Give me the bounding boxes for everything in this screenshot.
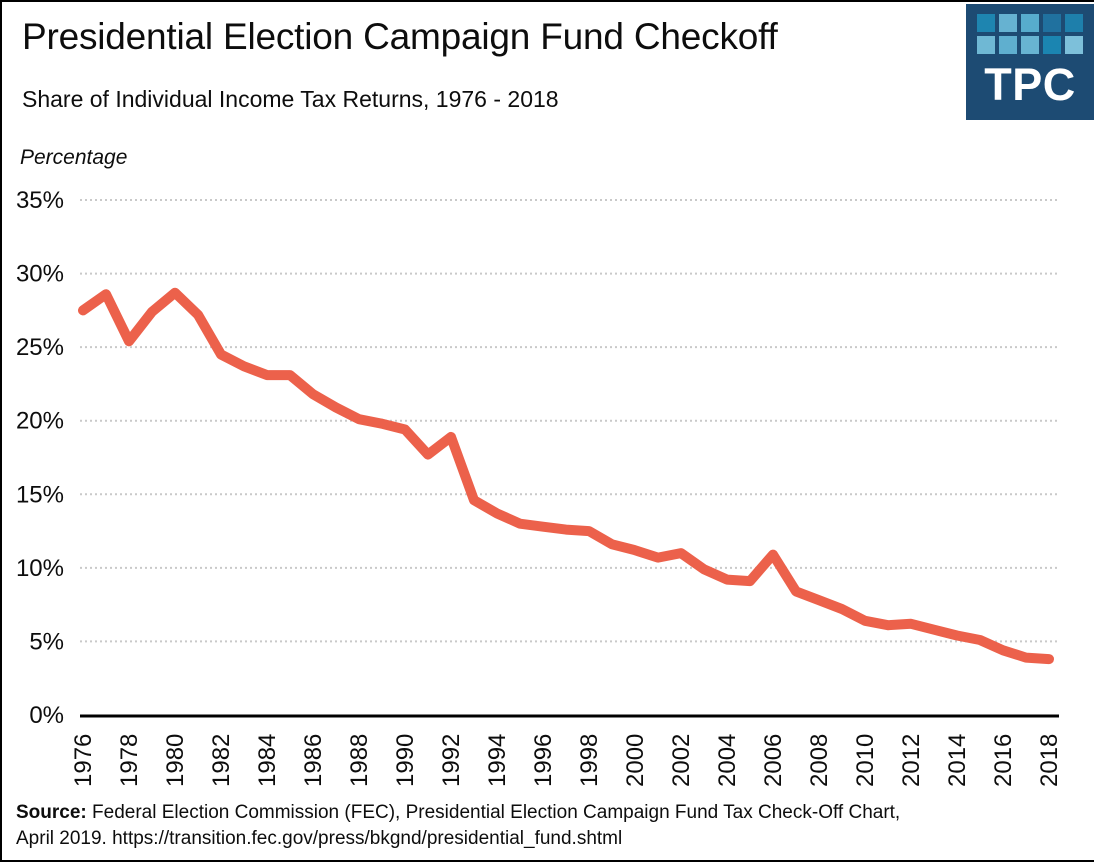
x-tick-label: 1978 [116,734,143,787]
source-note: Source: Federal Election Commission (FEC… [16,800,900,852]
y-axis-title: Percentage [20,146,128,169]
x-tick-label: 1988 [346,734,373,787]
y-tick-label: 0% [29,702,64,729]
x-tick-label: 2006 [760,734,787,787]
x-tick-label: 2008 [806,734,833,787]
y-tick-label: 10% [16,555,64,582]
y-tick-label: 5% [29,628,64,655]
tpc-logo-text: TPC [984,59,1076,110]
x-tick-label: 2010 [852,734,879,787]
x-tick-label: 1994 [484,734,511,787]
y-tick-label: 15% [16,481,64,508]
y-tick-label: 20% [16,408,64,435]
x-tick-label: 1998 [576,734,603,787]
x-tick-label: 2018 [1036,734,1063,787]
source-label: Source: [16,802,87,823]
tpc-logo: TPC [966,4,1094,120]
x-tick-label: 2004 [714,734,741,787]
source-line-2: April 2019. https://transition.fec.gov/p… [16,828,623,849]
logo-square-icon [999,36,1017,54]
trend-line [78,287,1054,665]
logo-square-icon [977,14,995,32]
x-tick-label: 1982 [208,734,235,787]
x-tick-label: 1980 [162,734,189,787]
x-tick-label: 2002 [668,734,695,787]
source-line-1: Source: Federal Election Commission (FEC… [16,800,900,826]
logo-square-icon [1065,14,1083,32]
source-text-1: Federal Election Commission (FEC), Presi… [86,802,901,823]
y-tick-label: 25% [16,334,64,361]
x-tick-label: 2014 [944,734,971,787]
logo-square-icon [999,14,1017,32]
x-tick-label: 1990 [392,734,419,787]
x-tick-label: 2012 [898,734,925,787]
logo-square-icon [1021,36,1039,54]
x-tick-label: 1996 [530,734,557,787]
x-tick-label: 1992 [438,734,465,787]
x-tick-label: 1986 [300,734,327,787]
page-title: Presidential Election Campaign Fund Chec… [22,16,778,57]
logo-square-icon [1021,14,1039,32]
chart-svg: 35% 30% 25% 20% 15% 10% 5% 0%1976 1978 1980 1982 19… [16,187,1063,787]
logo-square-icon [977,36,995,54]
y-tick-label: 30% [16,261,64,288]
x-tick-label: 2016 [990,734,1017,787]
x-tick-label: 1984 [254,734,281,787]
x-tick-label: 2000 [622,734,649,787]
logo-square-icon [1065,36,1083,54]
x-tick-label: 1976 [70,734,97,787]
logo-square-icon [1043,36,1061,54]
y-tick-label: 35% [16,187,64,214]
tpc-logo-squares-icon [977,14,1083,54]
chart-subtitle: Share of Individual Income Tax Returns, … [22,86,559,112]
logo-square-icon [1043,14,1061,32]
